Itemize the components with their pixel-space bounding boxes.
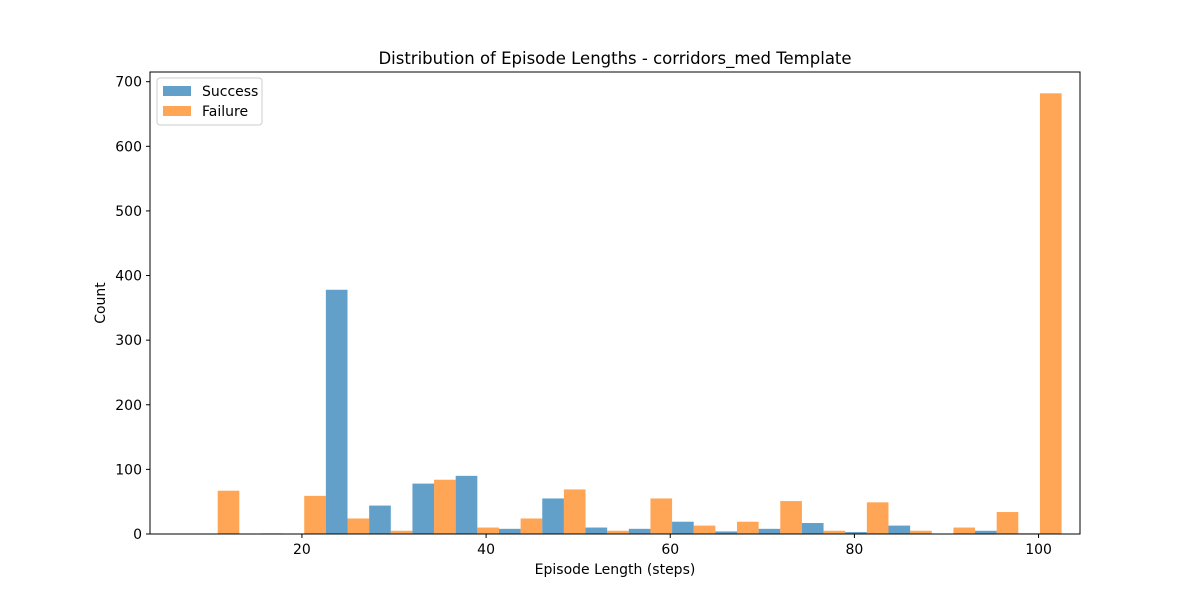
legend-label-failure: Failure — [202, 104, 248, 120]
bar-success-bin-16 — [888, 525, 911, 534]
bar-failure-bin-19 — [1039, 93, 1062, 534]
bar-failure-bin-12 — [737, 521, 759, 534]
bar-failure-bin-17 — [953, 527, 976, 534]
bar-success-bin-14 — [801, 523, 824, 534]
bar-failure-bin-6 — [477, 527, 499, 534]
bar-failure-bin-18 — [996, 512, 1019, 534]
bar-success-bin-6 — [455, 475, 478, 534]
bar-success-bin-18 — [975, 530, 997, 534]
y-tick-label: 100 — [115, 462, 142, 478]
bar-failure-bin-0 — [217, 490, 240, 534]
y-tick-label: 600 — [115, 139, 142, 155]
legend-label-success: Success — [202, 84, 258, 100]
bar-success-bin-15 — [845, 532, 867, 534]
y-tick-label: 400 — [115, 269, 142, 285]
x-axis-label: Episode Length (steps) — [535, 562, 696, 578]
bar-success-bin-7 — [498, 528, 521, 534]
bar-success-bin-8 — [542, 498, 564, 534]
bar-failure-bin-9 — [607, 530, 629, 534]
x-tick-label: 60 — [661, 542, 679, 558]
bar-failure-bin-13 — [780, 501, 802, 534]
bar-failure-bin-10 — [650, 498, 673, 534]
y-tick-label: 500 — [115, 204, 142, 220]
y-tick-label: 300 — [115, 333, 142, 349]
x-tick-label: 100 — [1025, 542, 1052, 558]
bar-success-bin-10 — [628, 528, 651, 534]
bar-failure-bin-16 — [910, 530, 932, 534]
legend-swatch-failure — [163, 106, 191, 116]
bar-failure-bin-15 — [866, 502, 889, 534]
legend: Success Failure — [156, 77, 263, 126]
y-tick-label: 700 — [115, 75, 142, 91]
legend-swatch-success — [163, 86, 191, 96]
y-tick-label: 0 — [133, 527, 142, 543]
bar-failure-bin-11 — [693, 525, 716, 534]
bar-success-bin-9 — [585, 527, 608, 534]
x-axis-ticks: 20 40 60 80 100 — [293, 534, 1052, 558]
bar-failure-bin-2 — [304, 495, 326, 534]
bar-failure-bin-3 — [347, 518, 370, 534]
bar-failure-bin-14 — [823, 530, 846, 534]
bar-success-bin-11 — [672, 521, 694, 534]
plot-area-frame — [149, 71, 1081, 535]
bars-layer — [217, 93, 1062, 534]
bar-failure-bin-4 — [390, 530, 413, 534]
x-tick-label: 80 — [845, 542, 863, 558]
y-tick-label: 200 — [115, 398, 142, 414]
x-tick-label: 20 — [293, 542, 311, 558]
bar-failure-bin-5 — [434, 479, 456, 534]
bar-success-bin-3 — [325, 289, 348, 534]
x-tick-label: 40 — [477, 542, 495, 558]
bar-failure-bin-8 — [563, 489, 586, 534]
bar-success-bin-4 — [369, 505, 391, 534]
bar-failure-bin-7 — [520, 518, 543, 534]
bar-success-bin-13 — [758, 528, 781, 534]
y-axis-ticks: 0 100 200 300 400 500 600 700 — [115, 75, 150, 543]
bar-success-bin-5 — [412, 483, 435, 534]
bar-success-bin-12 — [715, 531, 738, 534]
y-axis-label: Count — [93, 282, 109, 324]
chart-title: Distribution of Episode Lengths - corrid… — [378, 49, 851, 69]
